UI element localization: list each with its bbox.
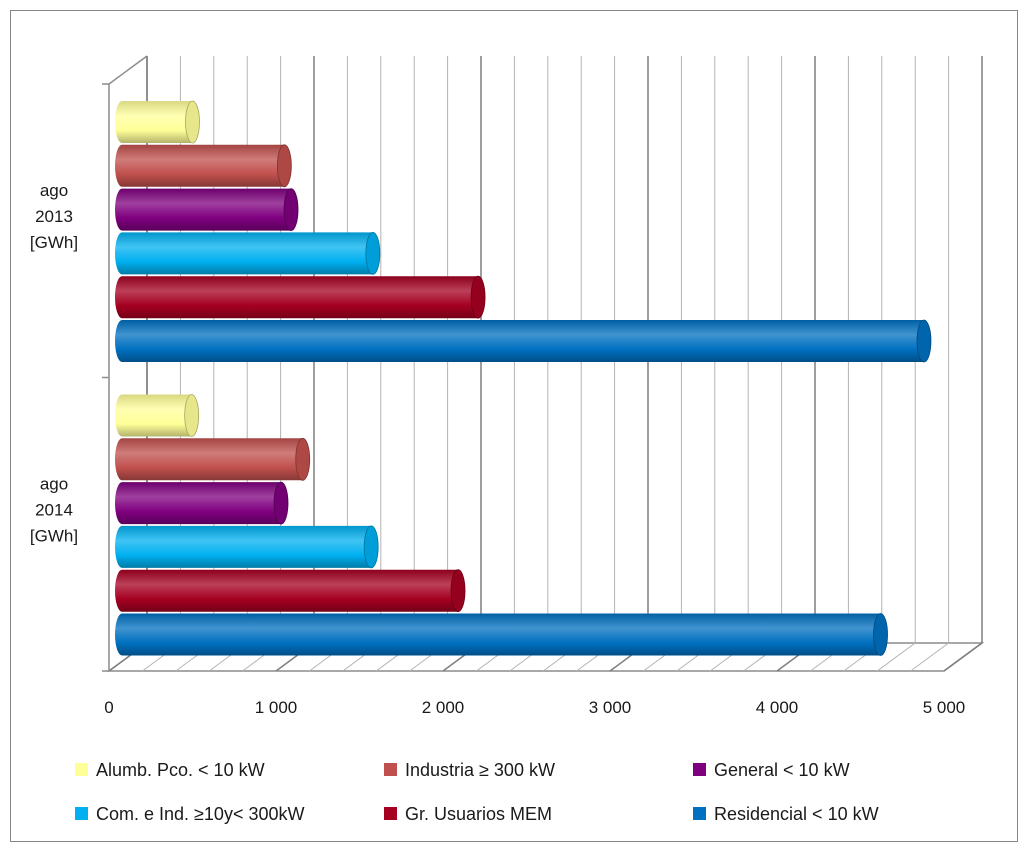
legend-item: Alumb. Pco. < 10 kW [75, 760, 265, 780]
legend-label: Alumb. Pco. < 10 kW [96, 760, 265, 780]
legend-item: General < 10 kW [693, 760, 850, 780]
category-label: ago 2014 [GWh] [30, 474, 78, 545]
bar [115, 100, 200, 144]
bar [115, 437, 311, 481]
axes: ago 2013 [GWh] ago 2014 [GWh] 0 1 000 2 000 3 000… [30, 83, 966, 717]
legend-item: Com. e Ind. ≥10y< 300kW [75, 804, 304, 824]
x-tick-label: 4 000 [756, 698, 799, 717]
legend-swatch [75, 763, 88, 776]
x-tick-label: 2 000 [422, 698, 465, 717]
legend-item: Residencial < 10 kW [693, 804, 879, 824]
legend-item: Industria ≥ 300 kW [384, 760, 555, 780]
x-tick-label: 0 [104, 698, 113, 717]
x-tick-label: 3 000 [589, 698, 632, 717]
legend-swatch [693, 763, 706, 776]
bar [115, 525, 379, 569]
legend-label: General < 10 kW [714, 760, 850, 780]
legend-label: Com. e Ind. ≥10y< 300kW [96, 804, 304, 824]
bar-chart: ago 2013 [GWh] ago 2014 [GWh] 0 1 000 2 000 3 000… [30, 55, 985, 824]
x-tick-label: 5 000 [923, 698, 966, 717]
bar [115, 319, 932, 363]
legend: Alumb. Pco. < 10 kW Industria ≥ 300 kW Gen… [75, 760, 879, 824]
bar [115, 144, 292, 188]
legend-swatch [384, 763, 397, 776]
legend-label: Industria ≥ 300 kW [405, 760, 555, 780]
legend-swatch [384, 807, 397, 820]
legend-label: Gr. Usuarios MEM [405, 804, 552, 824]
bar [115, 231, 381, 275]
category-label: ago 2013 [GWh] [30, 181, 78, 252]
bars [115, 100, 932, 656]
x-tick-label: 1 000 [255, 698, 298, 717]
floor-gridline [943, 642, 983, 672]
bar [115, 275, 486, 319]
bar [115, 613, 888, 656]
legend-item: Gr. Usuarios MEM [384, 804, 552, 824]
bar [115, 481, 289, 525]
floor-gridline [876, 642, 916, 672]
bar [115, 569, 466, 613]
legend-label: Residencial < 10 kW [714, 804, 879, 824]
bar [115, 394, 200, 437]
legend-swatch [75, 807, 88, 820]
floor-gridline [910, 642, 949, 672]
legend-swatch [693, 807, 706, 820]
bar [115, 188, 299, 232]
chart-frame: ago 2013 [GWh] ago 2014 [GWh] 0 1 000 2 000 3 000… [10, 10, 1018, 842]
side-wall-top-edge [108, 55, 148, 85]
